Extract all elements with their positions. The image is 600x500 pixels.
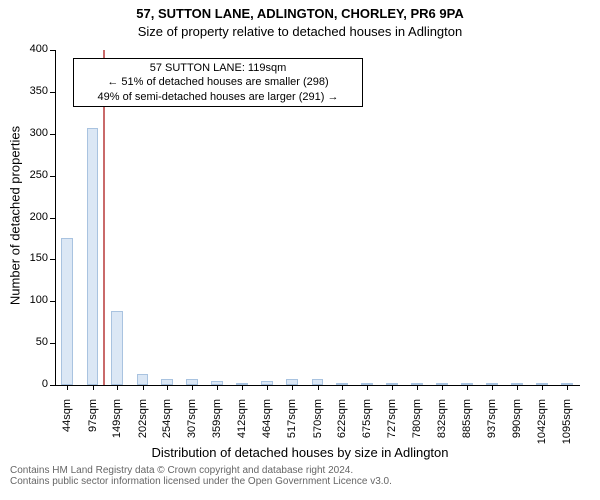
- x-tick-label: 1042sqm: [536, 399, 548, 449]
- x-tick-label: 359sqm: [211, 399, 223, 449]
- x-tick-mark: [143, 385, 144, 390]
- x-tick-label: 990sqm: [511, 399, 523, 449]
- y-tick-label: 400: [20, 43, 48, 55]
- x-tick-label: 675sqm: [361, 399, 373, 449]
- y-tick-mark: [50, 343, 55, 344]
- y-tick-label: 150: [20, 252, 48, 264]
- histogram-bar: [111, 311, 123, 385]
- x-tick-label: 937sqm: [486, 399, 498, 449]
- x-tick-mark: [117, 385, 118, 390]
- x-tick-mark: [367, 385, 368, 390]
- y-tick-label: 300: [20, 127, 48, 139]
- x-tick-mark: [417, 385, 418, 390]
- y-tick-mark: [50, 301, 55, 302]
- x-tick-mark: [292, 385, 293, 390]
- x-tick-mark: [567, 385, 568, 390]
- x-tick-label: 254sqm: [161, 399, 173, 449]
- chart-container: 57, SUTTON LANE, ADLINGTON, CHORLEY, PR6…: [0, 0, 600, 500]
- x-tick-mark: [217, 385, 218, 390]
- x-tick-label: 622sqm: [336, 399, 348, 449]
- annotation-line: ← 51% of detached houses are smaller (29…: [80, 75, 356, 89]
- x-tick-label: 780sqm: [411, 399, 423, 449]
- x-tick-mark: [242, 385, 243, 390]
- x-tick-label: 727sqm: [386, 399, 398, 449]
- x-tick-mark: [93, 385, 94, 390]
- y-tick-mark: [50, 134, 55, 135]
- x-tick-label: 570sqm: [312, 399, 324, 449]
- x-tick-label: 464sqm: [261, 399, 273, 449]
- footer-text: Contains HM Land Registry data © Crown c…: [10, 465, 392, 487]
- annotation-line: 57 SUTTON LANE: 119sqm: [80, 61, 356, 75]
- x-tick-mark: [492, 385, 493, 390]
- x-tick-mark: [392, 385, 393, 390]
- y-tick-mark: [50, 259, 55, 260]
- y-tick-mark: [50, 385, 55, 386]
- x-tick-mark: [192, 385, 193, 390]
- chart-title: 57, SUTTON LANE, ADLINGTON, CHORLEY, PR6…: [0, 6, 600, 21]
- x-tick-label: 307sqm: [186, 399, 198, 449]
- y-tick-label: 350: [20, 85, 48, 97]
- x-tick-mark: [67, 385, 68, 390]
- y-tick-label: 50: [20, 336, 48, 348]
- x-tick-mark: [442, 385, 443, 390]
- x-tick-mark: [167, 385, 168, 390]
- x-tick-mark: [342, 385, 343, 390]
- x-tick-label: 885sqm: [461, 399, 473, 449]
- y-tick-label: 0: [20, 378, 48, 390]
- histogram-bar: [61, 238, 73, 385]
- x-tick-mark: [318, 385, 319, 390]
- annotation-line: 49% of semi-detached houses are larger (…: [80, 90, 356, 104]
- x-tick-label: 97sqm: [87, 399, 99, 449]
- x-tick-mark: [517, 385, 518, 390]
- x-tick-label: 1095sqm: [561, 399, 573, 449]
- x-tick-label: 202sqm: [137, 399, 149, 449]
- histogram-bar: [137, 374, 149, 385]
- y-axis-line: [55, 50, 56, 385]
- x-tick-label: 412sqm: [236, 399, 248, 449]
- y-tick-mark: [50, 218, 55, 219]
- y-tick-mark: [50, 50, 55, 51]
- x-tick-mark: [267, 385, 268, 390]
- x-tick-mark: [467, 385, 468, 390]
- x-tick-label: 832sqm: [436, 399, 448, 449]
- y-tick-mark: [50, 176, 55, 177]
- annotation-box: 57 SUTTON LANE: 119sqm← 51% of detached …: [73, 58, 363, 107]
- x-tick-label: 517sqm: [286, 399, 298, 449]
- y-tick-mark: [50, 92, 55, 93]
- chart-subtitle: Size of property relative to detached ho…: [0, 24, 600, 39]
- x-tick-label: 44sqm: [61, 399, 73, 449]
- y-tick-label: 100: [20, 294, 48, 306]
- x-tick-mark: [542, 385, 543, 390]
- histogram-bar: [87, 128, 99, 385]
- y-tick-label: 200: [20, 211, 48, 223]
- x-tick-label: 149sqm: [111, 399, 123, 449]
- y-tick-label: 250: [20, 169, 48, 181]
